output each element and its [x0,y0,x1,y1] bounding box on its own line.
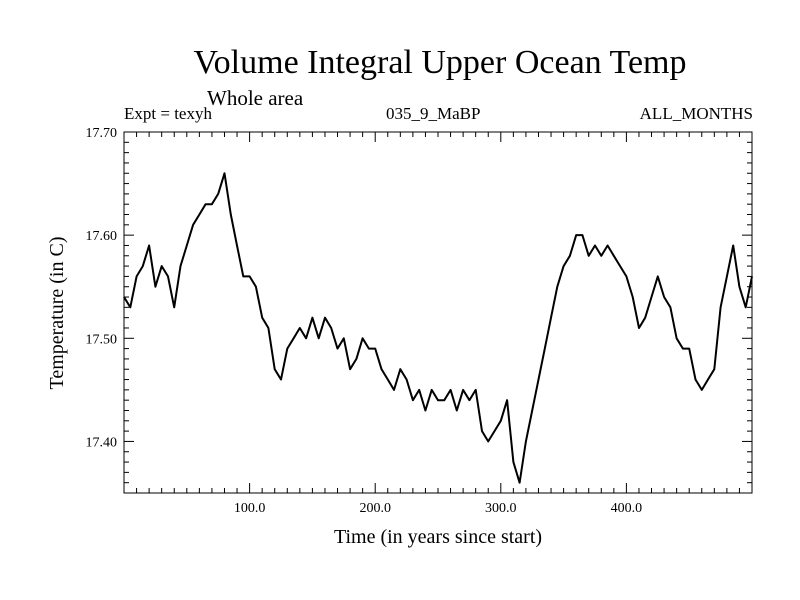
y-tick-label: 17.60 [86,229,118,244]
y-axis: 17.40 17.50 17.60 17.70 [86,126,752,494]
run-label: 035_9_MaBP [386,104,481,123]
chart-title: Volume Integral Upper Ocean Temp [193,44,687,81]
x-axis: 100.0 200.0 300.0 400.0 [136,132,740,516]
x-axis-title: Time (in years since start) [334,526,542,548]
plot-frame [123,131,753,494]
x-tick-label: 300.0 [485,501,517,516]
y-tick-label: 17.70 [86,126,118,141]
x-tick-label: 100.0 [234,501,266,516]
x-tick-label: 200.0 [359,501,391,516]
x-tick-label: 400.0 [611,501,643,516]
y-tick-label: 17.40 [86,435,118,450]
experiment-label: Expt = texyh [124,104,212,123]
y-tick-label: 17.50 [86,332,118,347]
months-label: ALL_MONTHS [639,104,753,123]
chart-subtitle: Whole area [207,86,304,110]
y-axis-title: Temperature (in C) [46,237,68,390]
temperature-series-line [123,172,753,484]
